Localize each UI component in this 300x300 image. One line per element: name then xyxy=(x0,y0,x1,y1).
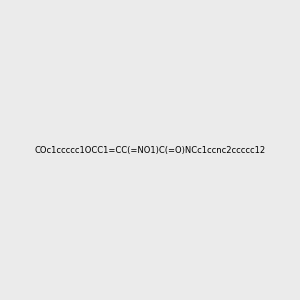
Text: COc1ccccc1OCC1=CC(=NO1)C(=O)NCc1ccnc2ccccc12: COc1ccccc1OCC1=CC(=NO1)C(=O)NCc1ccnc2ccc… xyxy=(34,146,266,154)
